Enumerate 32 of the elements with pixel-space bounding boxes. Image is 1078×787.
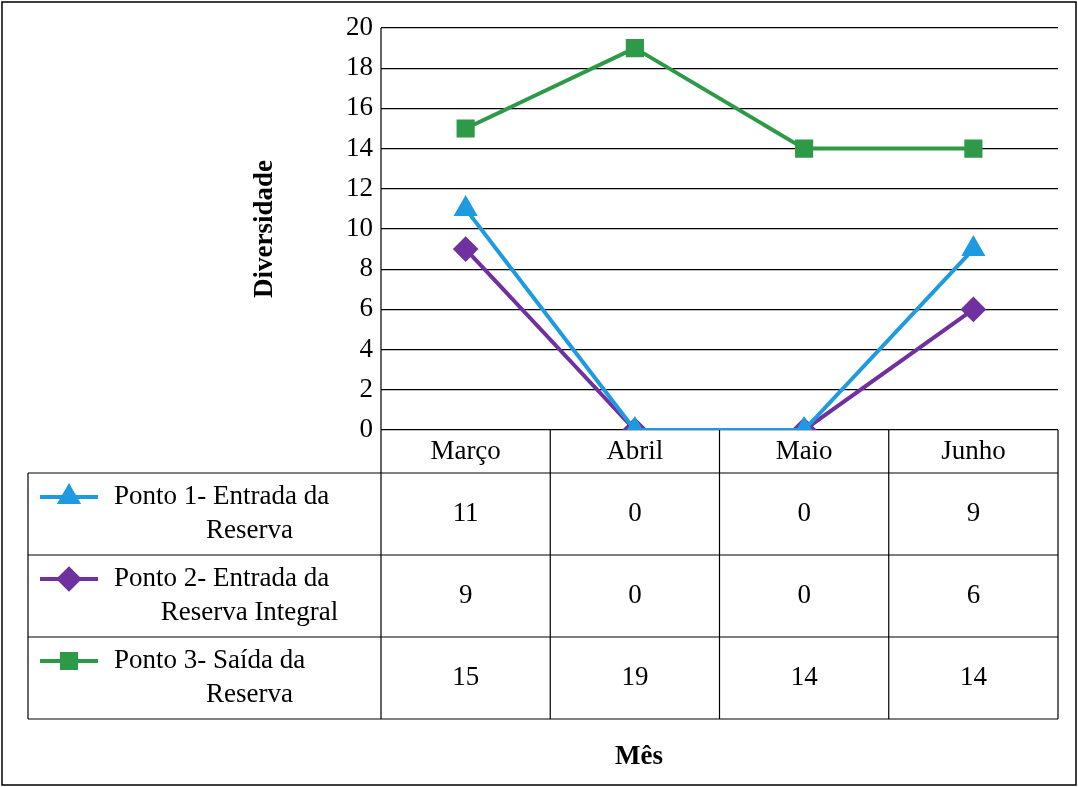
text: Mês: [615, 739, 663, 770]
y-tick-label: 14: [346, 131, 374, 162]
y-tick-label: 16: [346, 91, 373, 122]
data-label: 15: [452, 661, 480, 692]
data-label: 14: [959, 661, 988, 692]
y-tick-label: 2: [359, 372, 373, 403]
data-label: 14: [790, 661, 819, 692]
y-tick-label: 10: [346, 212, 373, 243]
y-tick-label: 20: [346, 11, 373, 42]
y-tick-label: 12: [346, 171, 373, 202]
data-label: 0: [797, 579, 811, 610]
x-tick-label: Maio: [775, 435, 833, 466]
y-axis-title: Diversidade: [248, 159, 279, 298]
data-label: 0: [797, 497, 811, 528]
x-tick-label: Março: [430, 435, 501, 466]
data-label: 0: [628, 497, 642, 528]
legend-label: Ponto 1- Entrada da Reserva: [114, 480, 330, 545]
legend-label: Ponto 2- Entrada da Reserva Integral: [114, 562, 339, 627]
data-label: 0: [628, 579, 642, 610]
y-tick-label: 8: [359, 252, 373, 283]
data-label: 9: [966, 497, 981, 528]
y-tick-label: 4: [359, 332, 374, 363]
legend-label: Ponto 3- Saída da Reserva: [114, 644, 306, 709]
x-tick-label: Junho: [941, 435, 1006, 466]
x-tick-label: Abril: [606, 435, 664, 466]
data-label: 6: [966, 579, 981, 610]
data-label: 19: [621, 661, 649, 692]
data-label: 11: [452, 497, 479, 528]
y-tick-label: 0: [359, 413, 373, 444]
data-label: 9: [458, 579, 473, 610]
y-tick-label: 18: [346, 51, 373, 82]
y-tick-label: 6: [359, 292, 373, 323]
